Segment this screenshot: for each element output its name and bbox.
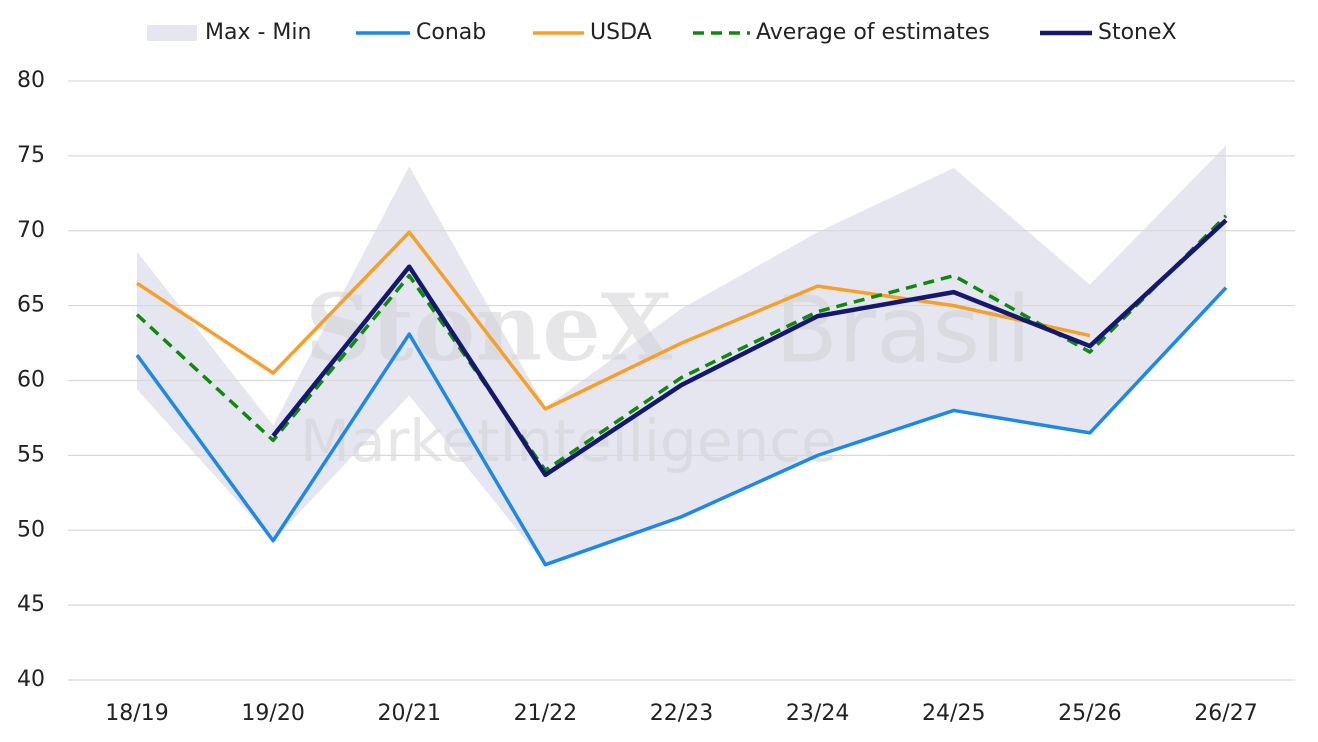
watermark-text: Brasil: [775, 276, 1031, 383]
y-tick-label: 70: [17, 218, 45, 243]
y-tick-label: 40: [17, 667, 45, 692]
x-tick-label: 20/21: [378, 701, 441, 726]
legend-label: Average of estimates: [756, 20, 990, 45]
x-tick-label: 26/27: [1194, 701, 1257, 726]
watermark-text: MarketIntelligence: [300, 407, 837, 475]
series-line: [135, 286, 1228, 567]
y-tick-label: 45: [17, 592, 45, 617]
legend-label: StoneX: [1098, 20, 1177, 45]
x-tick-label: 23/24: [786, 701, 849, 726]
y-tick-label: 50: [17, 517, 45, 542]
x-tick-label: 18/19: [105, 701, 168, 726]
series-line: [136, 230, 1091, 411]
y-tick-label: 60: [17, 368, 45, 393]
x-tick-label: 22/23: [650, 701, 713, 726]
legend-label: Max - Min: [205, 20, 311, 45]
y-tick-label: 75: [17, 143, 45, 168]
x-tick-label: 24/25: [922, 701, 985, 726]
legend-label: Conab: [416, 20, 486, 45]
x-tick-label: 19/20: [241, 701, 304, 726]
watermark: StoneX Brasil MarketIntelligence: [300, 274, 1031, 475]
y-tick-label: 55: [17, 442, 45, 467]
x-tick-label: 21/22: [514, 701, 577, 726]
x-tick-label: 25/26: [1058, 701, 1121, 726]
legend-swatch: [147, 25, 197, 41]
y-tick-label: 80: [17, 68, 45, 93]
legend-label: USDA: [590, 20, 652, 45]
series-line: [271, 218, 1228, 478]
max-min-band: [137, 145, 1226, 565]
y-tick-label: 65: [17, 293, 45, 318]
